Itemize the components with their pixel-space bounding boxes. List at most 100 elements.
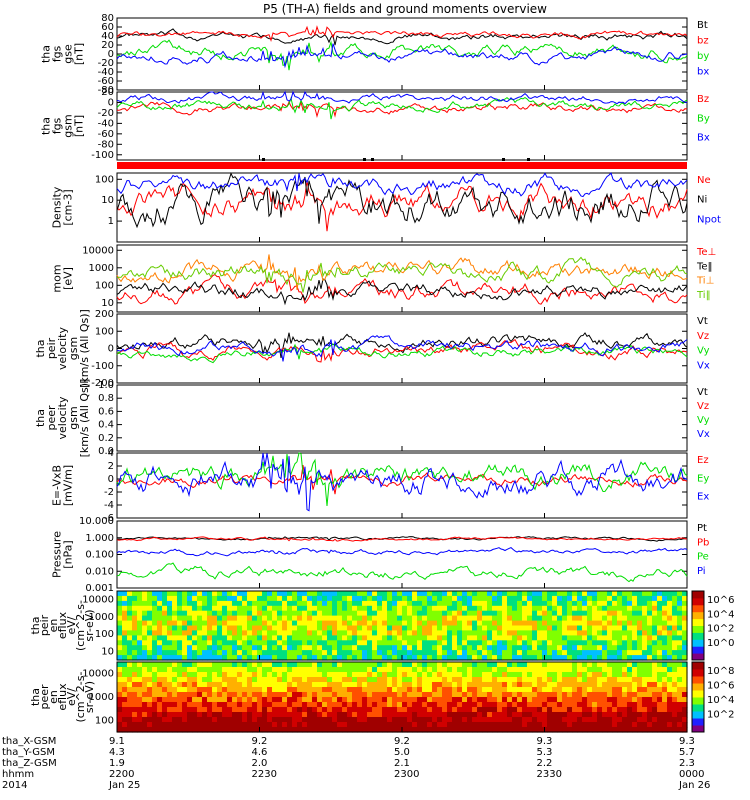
spec-cell (672, 591, 678, 597)
spec-cell (647, 635, 653, 641)
y-tick-label: -100 (91, 361, 114, 372)
spec-cell (617, 682, 623, 688)
spec-cell (402, 672, 408, 678)
spec-cell (272, 717, 278, 723)
spec-cell (222, 692, 228, 698)
spec-cell (227, 650, 233, 656)
spec-cell (142, 615, 148, 622)
spec-cell (482, 591, 488, 597)
spec-cell (577, 697, 583, 703)
spec-cell (292, 727, 298, 733)
spec-cell (562, 717, 568, 723)
spec-cell (327, 620, 333, 627)
spec-cell (257, 667, 263, 673)
spec-cell (247, 605, 253, 612)
spec-cell (377, 692, 383, 698)
spec-cell (582, 655, 588, 661)
spec-cell (532, 605, 538, 612)
spec-cell (157, 727, 163, 733)
spec-cell (407, 595, 413, 602)
spec-cell (632, 722, 638, 728)
spec-cell (522, 672, 528, 678)
spec-cell (317, 712, 323, 718)
spec-cell (637, 615, 643, 622)
spec-cell (497, 697, 503, 703)
spec-cell (517, 712, 523, 718)
spec-cell (157, 655, 163, 661)
spec-cell (632, 707, 638, 713)
spec-cell (587, 677, 593, 683)
spec-cell (527, 692, 533, 698)
spec-cell (497, 600, 503, 607)
legend-efield-0: Ez (697, 455, 709, 466)
spec-cell (417, 645, 423, 651)
spec-cell (237, 610, 243, 617)
spec-cell (452, 625, 458, 631)
spec-cell (502, 610, 508, 617)
spec-cell (357, 667, 363, 673)
spec-cell (512, 610, 518, 617)
spec-cell (462, 697, 468, 703)
spec-cell (247, 595, 253, 602)
spec-cell (557, 610, 563, 617)
y-axis-label: [nPa] (62, 540, 75, 568)
spec-cell (597, 682, 603, 688)
spec-cell (137, 727, 143, 733)
spec-cell (572, 645, 578, 651)
spec-cell (567, 610, 573, 617)
spec-cell (297, 610, 303, 617)
spec-cell (382, 667, 388, 673)
spec-cell (617, 655, 623, 661)
spec-cell (572, 692, 578, 698)
spec-cell (127, 625, 133, 631)
y-axis-label: eflux (56, 611, 69, 639)
spec-cell (342, 595, 348, 602)
spec-cell (442, 682, 448, 688)
spec-cell (377, 655, 383, 661)
spec-cell (262, 697, 268, 703)
spec-cell (237, 591, 243, 597)
spec-cell (567, 650, 573, 656)
spec-cell (182, 707, 188, 713)
spec-cell (222, 667, 228, 673)
spec-cell (252, 620, 258, 627)
spec-cell (162, 595, 168, 602)
spec-cell (682, 635, 688, 641)
spec-cell (582, 605, 588, 612)
spec-cell (137, 687, 143, 693)
spec-cell (502, 707, 508, 713)
spec-cell (237, 645, 243, 651)
spec-cell (417, 600, 423, 607)
spec-cell (277, 645, 283, 651)
spec-cell (167, 650, 173, 656)
spec-cell (312, 591, 318, 597)
spec-cell (397, 591, 403, 597)
spec-cell (182, 600, 188, 607)
ephem-value: 9.3 (679, 736, 695, 747)
spec-cell (652, 625, 658, 631)
spec-cell (522, 712, 528, 718)
spec-cell (277, 625, 283, 631)
spec-cell (512, 687, 518, 693)
spec-cell (477, 697, 483, 703)
spec-cell (327, 595, 333, 602)
spec-cell (472, 635, 478, 641)
spec-cell (257, 717, 263, 723)
spec-cell (222, 707, 228, 713)
y-axis-label: (cm^2-s- (74, 672, 87, 723)
spec-cell (352, 677, 358, 683)
spec-cell (572, 625, 578, 631)
spec-cell (507, 605, 513, 612)
spec-cell (647, 615, 653, 622)
spec-cell (622, 600, 628, 607)
spec-cell (537, 615, 543, 622)
spec-cell (682, 610, 688, 617)
spec-cell (612, 727, 618, 733)
spec-cell (577, 692, 583, 698)
spec-cell (582, 712, 588, 718)
spec-cell (267, 595, 273, 602)
spec-cell (297, 702, 303, 708)
spec-cell (522, 595, 528, 602)
spec-cell (237, 630, 243, 636)
spec-cell (282, 650, 288, 656)
